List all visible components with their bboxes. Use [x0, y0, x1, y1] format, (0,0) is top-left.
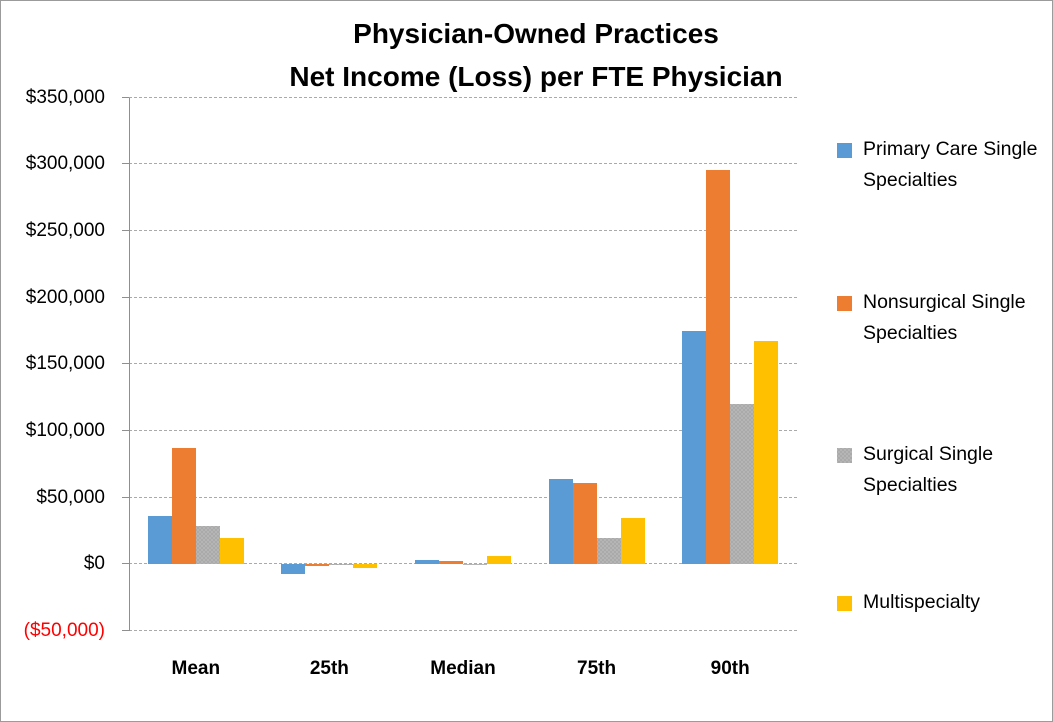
legend-item: Nonsurgical Single Specialties: [837, 287, 1042, 357]
y-axis-label: $350,000: [25, 86, 105, 108]
gridline: [129, 96, 797, 98]
y-axis-label: $50,000: [36, 486, 105, 508]
bar: [620, 518, 645, 565]
x-axis-label: Mean: [171, 658, 221, 679]
bar: [171, 448, 196, 565]
y-axis-label: $100,000: [25, 420, 105, 441]
gridline: [129, 230, 797, 232]
legend-label: Surgical Single Specialties: [863, 443, 994, 496]
y-axis-label: $150,000: [25, 353, 105, 375]
y-axis-tick: [122, 496, 129, 498]
gridline: [129, 630, 797, 631]
y-axis-label: $250,000: [25, 220, 105, 242]
y-axis-label: $200,000: [25, 286, 105, 308]
bar: [548, 479, 573, 565]
y-axis-label: $0: [83, 553, 105, 575]
y-axis-tick: [122, 430, 129, 431]
bar: [706, 169, 731, 565]
bar: [487, 556, 511, 565]
y-axis-tick: [122, 96, 129, 98]
bar: [147, 516, 172, 565]
y-axis-tick: [122, 630, 129, 631]
x-axis-label: 25th: [309, 658, 349, 679]
y-axis-tick: [122, 363, 129, 365]
bar: [195, 526, 220, 565]
legend-swatch: [837, 448, 852, 463]
gridline: [129, 430, 797, 431]
chart-title-line1: Physician-Owned Practices: [353, 18, 719, 49]
bar: [281, 564, 306, 574]
bar: [730, 404, 755, 565]
chart-title: Physician-Owned Practices Net Income (Lo…: [131, 12, 941, 98]
gridline: [129, 496, 797, 498]
legend-item: Primary Care Single Specialties: [837, 134, 1042, 204]
legend-item: Surgical Single Specialties: [837, 439, 1042, 509]
legend: Primary Care Single Specialties Nonsurgic…: [831, 1, 1046, 721]
bar: [682, 331, 707, 565]
chart-title-line2: Net Income (Loss) per FTE Physician: [289, 61, 783, 92]
gridline: [129, 363, 797, 365]
legend-swatch: [837, 143, 852, 158]
bar: [305, 564, 330, 566]
bar: [596, 537, 621, 565]
bar: [439, 561, 463, 565]
x-axis-label: Median: [430, 658, 496, 679]
y-axis-tick: [122, 230, 129, 232]
bar: [572, 483, 597, 565]
gridline: [129, 163, 797, 165]
bar: [415, 560, 439, 565]
legend-swatch: [837, 596, 852, 611]
y-axis-label: $300,000: [25, 153, 105, 175]
gridline: [129, 296, 797, 298]
x-axis-label: 75th: [577, 658, 617, 679]
y-axis-tick: [122, 163, 129, 165]
legend-item: Multispecialty: [837, 587, 1042, 657]
legend-label: Nonsurgical Single Specialties: [863, 291, 1026, 344]
x-axis-label: 90th: [710, 658, 750, 679]
y-axis-tick: [122, 563, 129, 565]
legend-label: Multispecialty: [863, 591, 981, 613]
legend-label: Primary Care Single Specialties: [863, 138, 1038, 191]
y-axis-label: ($50,000): [23, 620, 105, 641]
bar: [219, 538, 244, 565]
bar: [353, 564, 378, 568]
bar: [754, 341, 779, 565]
bar: [463, 563, 487, 565]
y-axis-tick: [122, 296, 129, 298]
legend-swatch: [837, 296, 852, 311]
bar: [329, 564, 354, 565]
y-axis-line: [129, 97, 130, 631]
